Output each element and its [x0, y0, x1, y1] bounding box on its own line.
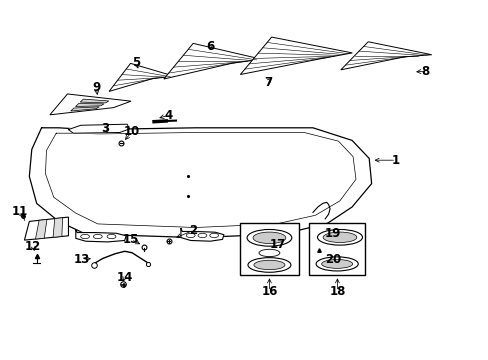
Polygon shape — [50, 94, 131, 115]
Polygon shape — [240, 37, 352, 75]
Text: 18: 18 — [328, 285, 345, 298]
Ellipse shape — [209, 233, 218, 238]
Text: 16: 16 — [261, 285, 277, 298]
Ellipse shape — [317, 229, 362, 245]
Polygon shape — [71, 107, 99, 111]
Polygon shape — [36, 220, 47, 239]
Text: 13: 13 — [74, 253, 90, 266]
Text: 1: 1 — [391, 154, 399, 167]
Bar — [239, 223, 299, 275]
Text: 9: 9 — [92, 81, 100, 94]
Text: 4: 4 — [164, 109, 172, 122]
Ellipse shape — [259, 249, 279, 257]
Ellipse shape — [186, 233, 195, 238]
Polygon shape — [80, 99, 109, 103]
Text: 17: 17 — [269, 238, 285, 251]
Ellipse shape — [253, 260, 285, 270]
Text: 11: 11 — [11, 205, 28, 218]
Ellipse shape — [93, 234, 102, 239]
Text: 7: 7 — [264, 76, 271, 89]
Ellipse shape — [107, 234, 116, 239]
Ellipse shape — [321, 260, 352, 268]
Ellipse shape — [246, 229, 291, 246]
Ellipse shape — [323, 232, 356, 243]
Text: 12: 12 — [25, 240, 41, 253]
Ellipse shape — [252, 232, 285, 244]
Polygon shape — [109, 63, 174, 91]
Text: 15: 15 — [122, 233, 139, 246]
Ellipse shape — [81, 234, 89, 239]
Polygon shape — [24, 217, 68, 240]
Text: 3: 3 — [101, 122, 109, 135]
Ellipse shape — [198, 233, 206, 238]
Polygon shape — [340, 42, 431, 70]
Bar — [308, 223, 365, 275]
Polygon shape — [163, 43, 261, 79]
Text: 19: 19 — [324, 227, 340, 240]
Text: 20: 20 — [325, 253, 341, 266]
Polygon shape — [76, 230, 126, 242]
Text: 8: 8 — [421, 65, 428, 78]
Text: 6: 6 — [206, 40, 214, 53]
Polygon shape — [68, 124, 129, 133]
Polygon shape — [181, 229, 224, 241]
Ellipse shape — [315, 257, 358, 271]
Polygon shape — [75, 104, 104, 107]
Ellipse shape — [247, 258, 290, 272]
Text: 14: 14 — [116, 271, 133, 284]
Text: 10: 10 — [123, 125, 140, 138]
Text: 2: 2 — [189, 224, 197, 237]
Text: 5: 5 — [132, 57, 140, 69]
Polygon shape — [53, 218, 62, 237]
